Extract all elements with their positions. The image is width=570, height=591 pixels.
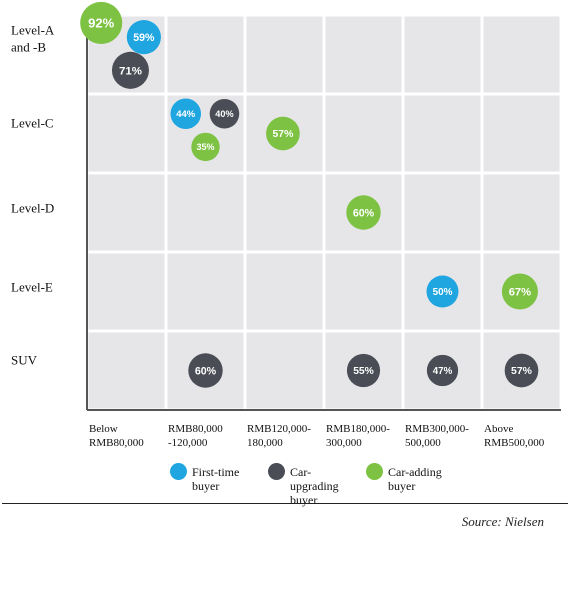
- bubble-circle: [209, 98, 240, 129]
- bubble-label: 67%: [509, 286, 531, 298]
- bubble: 44%: [170, 98, 202, 130]
- grid-cell: [88, 174, 165, 251]
- bubble: 57%: [266, 116, 300, 151]
- bubble-label: 47%: [433, 366, 453, 377]
- bubble-label: 60%: [353, 207, 375, 219]
- grid-cell: [246, 253, 323, 330]
- bubble: 47%: [426, 354, 459, 387]
- grid-cell: [325, 95, 402, 172]
- bubble-circle: [80, 1, 123, 44]
- column-label: Above RMB500,000: [484, 423, 545, 449]
- axes: [86, 10, 561, 411]
- bubble-label: 35%: [196, 142, 214, 152]
- bubble-circle: [504, 353, 539, 388]
- grid-cell: [404, 174, 481, 251]
- bubble-circle: [266, 116, 300, 151]
- row-label: SUV: [11, 353, 38, 368]
- row-label: Level-E: [11, 280, 53, 295]
- bubble: 67%: [501, 273, 538, 310]
- bubble: 60%: [346, 195, 381, 230]
- bubble-label: 55%: [353, 366, 374, 377]
- row-label: Level-C: [11, 116, 54, 131]
- column-label: RMB180,000-300,000: [326, 423, 390, 449]
- grid-cell: [325, 253, 402, 330]
- bubble-label: 71%: [119, 65, 142, 77]
- bubble-label: 57%: [272, 129, 293, 140]
- legend-swatch: [366, 463, 383, 480]
- legend-swatch: [268, 463, 285, 480]
- bubble-chart: Level-A and -B Level-C Level-D Level-E SUV Be…: [11, 1, 561, 449]
- bubble: 92%: [80, 1, 123, 44]
- bubble-circle: [111, 51, 149, 89]
- legend-item-car-upgrading: Car-upgrading buyer: [268, 463, 352, 507]
- bubble-circle: [346, 195, 381, 230]
- bubble-circle: [501, 273, 538, 310]
- column-label: Below RMB80,000: [89, 423, 144, 449]
- bubble-label: 40%: [215, 109, 233, 119]
- row-label: Level-A and -B: [11, 23, 55, 55]
- bubble: 60%: [188, 353, 223, 388]
- column-label: RMB300,000-500,000: [405, 423, 469, 449]
- column-label: RMB80,000 -120,000: [168, 423, 223, 449]
- row-label: Level-D: [11, 201, 54, 216]
- bubbles: 92% 59% 71% 44% 40% 35% 57% 60% 50% 67% 60% 55% 47% 5…: [80, 1, 539, 388]
- bubble: 59%: [126, 20, 161, 55]
- bubble: 50%: [426, 275, 459, 308]
- legend-item-first-time: First-time buyer: [170, 463, 254, 493]
- bubble-label: 60%: [195, 365, 217, 377]
- bubble-circle: [191, 132, 220, 162]
- grid-cell: [325, 16, 402, 93]
- grid-cell: [483, 95, 560, 172]
- column-labels: Below RMB80,000 RMB80,000 -120,000 RMB120,00…: [89, 423, 545, 449]
- grid-cell: [88, 332, 165, 409]
- source-note: Source: Nielsen: [461, 514, 544, 529]
- legend-swatch: [170, 463, 187, 480]
- bubble-circle: [346, 353, 381, 388]
- bubble-circle: [426, 354, 459, 387]
- row-labels: Level-A and -B Level-C Level-D Level-E SUV: [11, 23, 55, 368]
- grid-cells: [88, 16, 560, 409]
- bubble: 55%: [346, 353, 381, 388]
- legend-item-car-adding: Car-adding buyer: [366, 463, 450, 493]
- bubble-label: 57%: [511, 366, 532, 377]
- grid-cell: [167, 16, 244, 93]
- grid-cell: [246, 174, 323, 251]
- grid-cell: [246, 16, 323, 93]
- divider: [2, 503, 568, 504]
- legend-label: Car-adding buyer: [388, 465, 442, 493]
- bubble-label: 92%: [88, 16, 114, 31]
- bubble: 71%: [111, 51, 149, 89]
- bubble-label: 50%: [433, 287, 453, 298]
- bubble: 35%: [191, 132, 220, 162]
- grid-cell: [88, 253, 165, 330]
- bubble-circle: [188, 353, 223, 388]
- grid-cell: [404, 95, 481, 172]
- bubble-circle: [126, 20, 161, 55]
- legend-label: Car-upgrading buyer: [290, 465, 339, 507]
- grid-cell: [246, 332, 323, 409]
- bubble-label: 59%: [133, 32, 155, 44]
- bubble-label: 44%: [176, 109, 196, 120]
- grid-cell: [483, 174, 560, 251]
- grid-cell: [167, 253, 244, 330]
- bubble: 57%: [504, 353, 539, 388]
- legend: First-time buyer Car-upgrading buyer Car…: [170, 463, 470, 507]
- bubble: 40%: [209, 98, 240, 129]
- column-label: RMB120,000-180,000: [247, 423, 311, 449]
- grid-cell: [404, 16, 481, 93]
- grid-cell: [167, 174, 244, 251]
- bubble-circle: [426, 275, 459, 308]
- legend-label: First-time buyer: [192, 465, 240, 493]
- bubble-circle: [170, 98, 202, 130]
- grid-cell: [483, 16, 560, 93]
- grid-cell: [88, 95, 165, 172]
